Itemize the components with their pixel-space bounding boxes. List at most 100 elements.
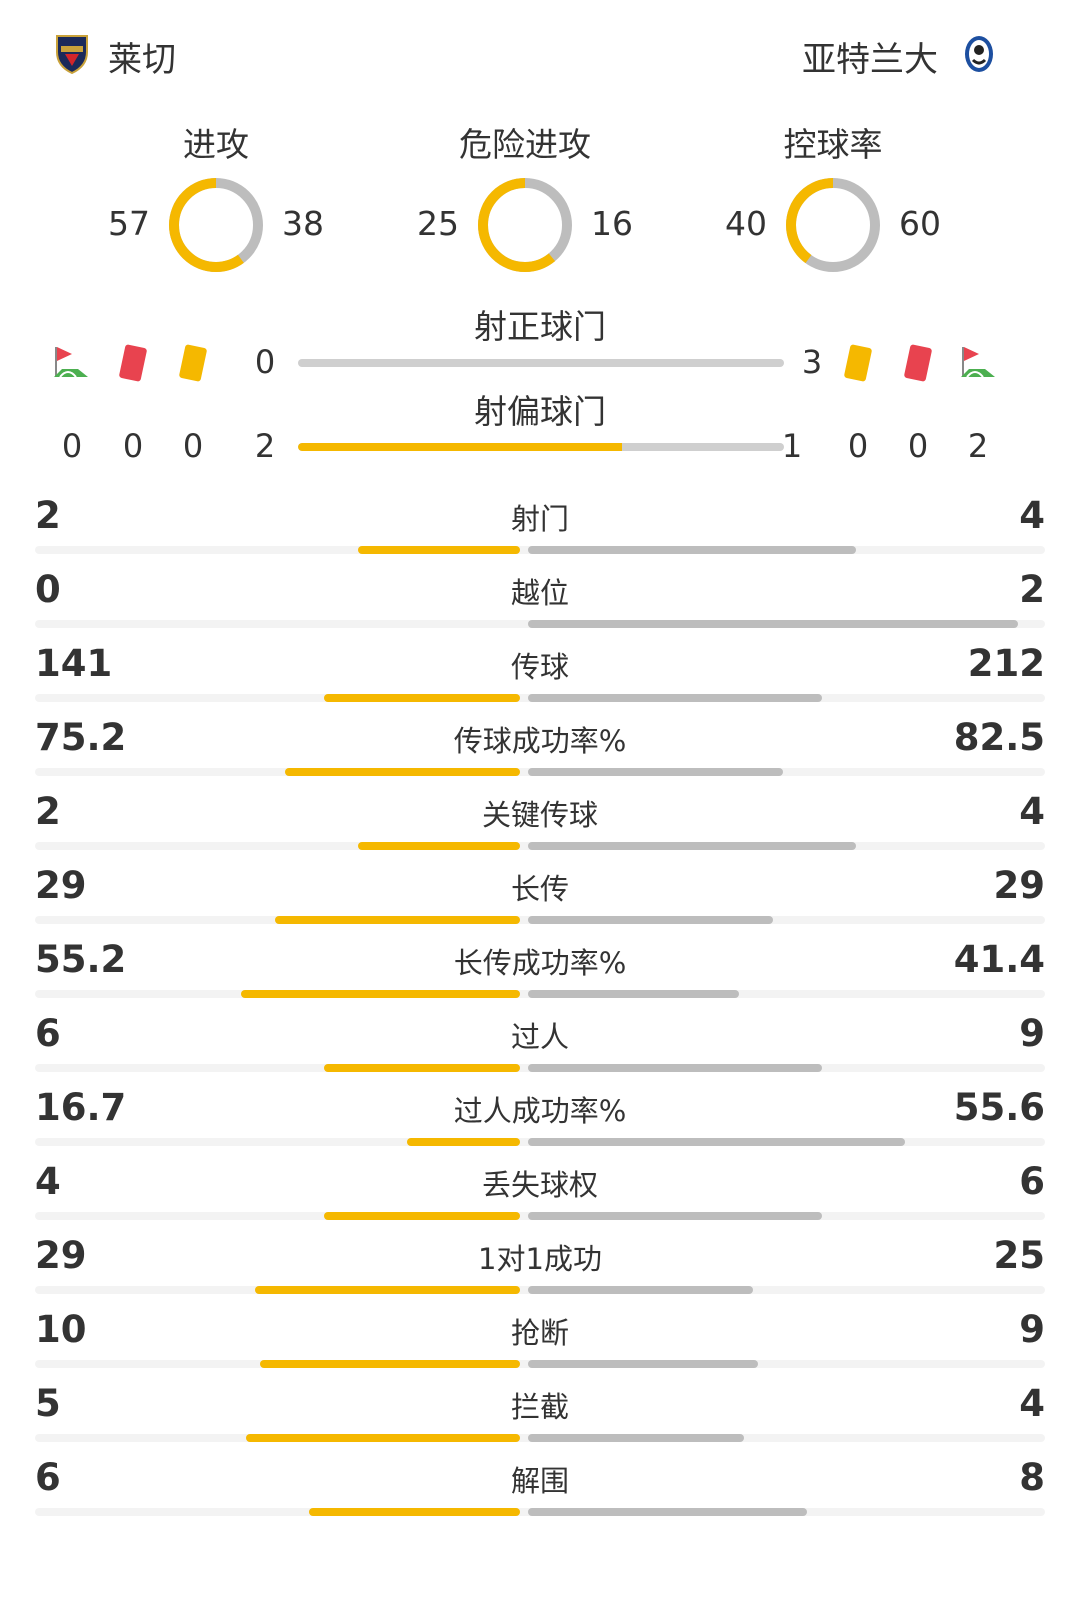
attacks-label: 进攻	[183, 125, 249, 164]
home-team-name: 莱切	[108, 40, 176, 80]
home-stat-value: 10	[35, 1308, 87, 1351]
home-stat-value: 29	[35, 864, 87, 907]
attacks-donut	[166, 175, 266, 275]
stat-label: 长传	[510, 872, 569, 906]
home-stat-bar	[324, 1064, 520, 1072]
stat-label: 关键传球	[481, 798, 598, 832]
stat-label: 1对1成功	[478, 1242, 602, 1276]
red-card-icon	[900, 343, 936, 387]
home-stat-bar	[255, 1286, 520, 1294]
home-attacks-value: 57	[108, 204, 150, 243]
away-stat-value: 4	[1019, 790, 1045, 833]
possession-label: 控球率	[783, 125, 883, 164]
away-red-cards-count: 0	[907, 427, 929, 465]
away-dangerous-attacks-value: 16	[591, 204, 633, 243]
home-stat-bar	[260, 1360, 520, 1368]
home-stat-value: 55.2	[35, 938, 127, 981]
yellow-card-icon	[840, 343, 876, 387]
home-stat-value: 6	[35, 1456, 61, 1499]
away-stat-bar	[528, 1434, 744, 1442]
stat-label: 射门	[510, 502, 569, 536]
away-stat-value: 212	[967, 642, 1045, 685]
shots-on-target-bar	[298, 359, 784, 367]
stat-label: 传球成功率%	[453, 724, 627, 758]
home-shots-off-target-fill	[298, 443, 622, 451]
away-stat-bar	[528, 694, 822, 702]
away-stat-value: 6	[1019, 1160, 1045, 1203]
away-yellow-cards-count: 0	[847, 427, 869, 465]
home-arc	[786, 178, 880, 272]
away-corners-count: 2	[967, 427, 989, 465]
away-stat-bar	[528, 842, 856, 850]
home-stat-value: 75.2	[35, 716, 127, 759]
away-possession-value: 60	[899, 204, 941, 243]
shots-on-target-label: 射正球门	[474, 307, 606, 346]
yellow-card-icon	[175, 343, 211, 387]
home-corners-count: 0	[61, 427, 83, 465]
stat-label: 抢断	[510, 1316, 569, 1350]
home-arc	[478, 178, 572, 272]
home-stat-value: 5	[35, 1382, 61, 1425]
away-stat-bar	[528, 1064, 822, 1072]
away-stat-bar	[528, 1360, 758, 1368]
corner-flag-icon	[957, 343, 999, 387]
away-stat-value: 29	[993, 864, 1046, 907]
home-dangerous-attacks-value: 25	[417, 204, 459, 243]
away-stat-value: 25	[993, 1234, 1046, 1277]
away-stat-value: 82.5	[953, 716, 1045, 759]
away-stat-bar	[528, 1286, 753, 1294]
corner-flag-icon	[50, 343, 92, 387]
home-stat-bar	[275, 916, 520, 924]
away-team-name: 亚特兰大	[802, 40, 938, 80]
home-stat-bar	[285, 768, 520, 776]
stat-label: 拦截	[510, 1390, 569, 1424]
lecce-crest-icon	[55, 32, 89, 75]
home-shots-on-target: 0	[254, 343, 276, 381]
away-stat-bar	[528, 1138, 905, 1146]
stat-label: 丢失球权	[481, 1168, 598, 1202]
home-red-cards-count: 0	[122, 427, 144, 465]
away-stat-value: 41.4	[953, 938, 1045, 981]
away-shots-on-target: 3	[801, 343, 823, 381]
away-stat-bar	[528, 1212, 822, 1220]
stat-label: 长传成功率%	[453, 946, 627, 980]
away-stat-value: 55.6	[953, 1086, 1045, 1129]
home-possession-value: 40	[725, 204, 767, 243]
home-stat-bar	[407, 1138, 520, 1146]
home-stat-bar	[324, 694, 520, 702]
home-stat-bar	[241, 990, 520, 998]
away-stat-bar	[528, 546, 856, 554]
away-stat-bar	[528, 768, 783, 776]
home-stat-value: 29	[35, 1234, 87, 1277]
possession-donut	[783, 175, 883, 275]
away-stat-bar	[528, 990, 739, 998]
home-stat-value: 2	[35, 494, 61, 537]
away-stat-value: 9	[1019, 1012, 1045, 1055]
away-stat-value: 8	[1019, 1456, 1045, 1499]
away-stat-bar	[528, 916, 773, 924]
away-stat-value: 4	[1019, 494, 1045, 537]
stat-label: 过人	[510, 1020, 569, 1054]
home-stat-value: 141	[35, 642, 113, 685]
atalanta-crest-icon	[962, 32, 996, 74]
home-stat-value: 16.7	[35, 1086, 127, 1129]
home-stat-value: 4	[35, 1160, 61, 1203]
stat-label: 过人成功率%	[453, 1094, 627, 1128]
away-stat-bar	[528, 1508, 807, 1516]
dangerous-attacks-label: 危险进攻	[459, 125, 591, 164]
away-stat-value: 4	[1019, 1382, 1045, 1425]
away-stat-bar	[528, 620, 1018, 628]
home-stat-bar	[358, 842, 520, 850]
home-stat-bar	[358, 546, 520, 554]
home-stat-bar	[309, 1508, 520, 1516]
home-stat-value: 6	[35, 1012, 61, 1055]
home-yellow-cards-count: 0	[182, 427, 204, 465]
home-arc	[169, 178, 263, 272]
home-stat-value: 0	[35, 568, 61, 611]
home-stat-bar	[324, 1212, 520, 1220]
away-attacks-value: 38	[282, 204, 324, 243]
away-shots-off-target: 1	[781, 427, 803, 465]
home-shots-off-target: 2	[254, 427, 276, 465]
shots-off-target-bar	[298, 443, 784, 451]
stat-label: 解围	[510, 1464, 569, 1498]
